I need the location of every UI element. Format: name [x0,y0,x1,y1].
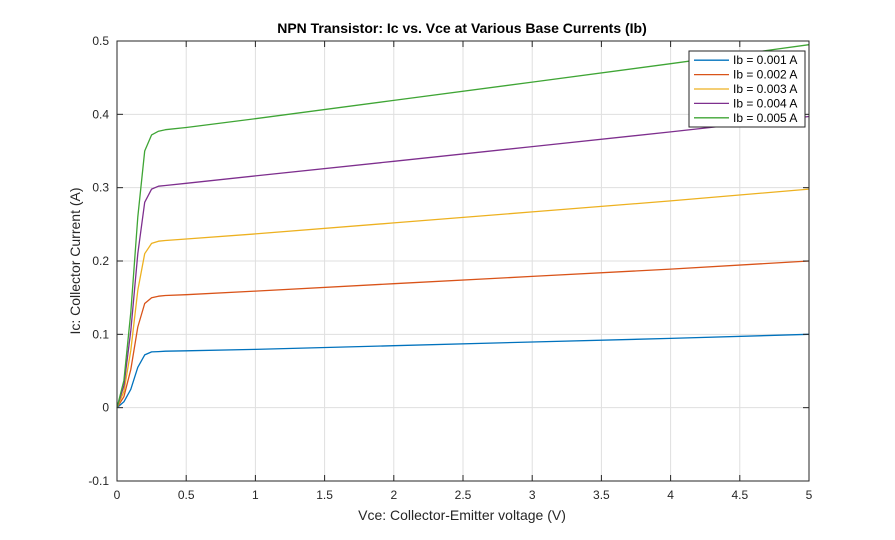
y-tick-label: 0.3 [92,181,109,195]
series-line-3 [116,188,810,408]
x-tick-label: 3.5 [593,488,610,502]
legend-label: Ib = 0.005 A [733,111,797,125]
x-tick-label: 2.5 [455,488,472,502]
series-line-2 [116,260,810,409]
y-tick-label: -0.1 [88,474,109,488]
legend: Ib = 0.001 AIb = 0.002 AIb = 0.003 AIb =… [688,50,806,128]
y-tick-label: 0.1 [92,327,109,341]
x-tick-label: 3 [529,488,536,502]
x-tick-label: 0 [114,488,121,502]
x-tick-label: 4.5 [731,488,748,502]
legend-label: Ib = 0.003 A [733,82,797,96]
y-tick-label: 0.4 [92,107,109,121]
legend-label: Ib = 0.001 A [733,53,797,67]
axis-ticks: 0 0.5 1 1.5 2 2.5 3 3.5 4 4.5 5 -0.1 0 0.1 0.2 0.3 0.4 0.… [88,34,812,502]
series-line-5 [116,44,810,408]
x-tick-label: 0.5 [178,488,195,502]
legend-label: Ib = 0.004 A [733,96,797,110]
x-tick-label: 2 [390,488,397,502]
x-tick-label: 4 [667,488,674,502]
series-line-4 [116,115,810,408]
x-tick-label: 1.5 [316,488,333,502]
y-tick-label: 0 [102,401,109,415]
x-tick-label: 1 [252,488,259,502]
x-axis-title: Vce: Collector-Emitter voltage (V) [358,507,566,523]
series-layer [116,44,810,409]
series-line-1 [116,333,810,409]
y-axis-title: Ic: Collector Current (A) [67,187,83,334]
x-tick-label: 5 [806,488,813,502]
chart-title: NPN Transistor: Ic vs. Vce at Various Ba… [277,20,647,36]
y-tick-label: 0.5 [92,34,109,48]
y-tick-label: 0.2 [92,254,109,268]
legend-label: Ib = 0.002 A [733,68,797,82]
